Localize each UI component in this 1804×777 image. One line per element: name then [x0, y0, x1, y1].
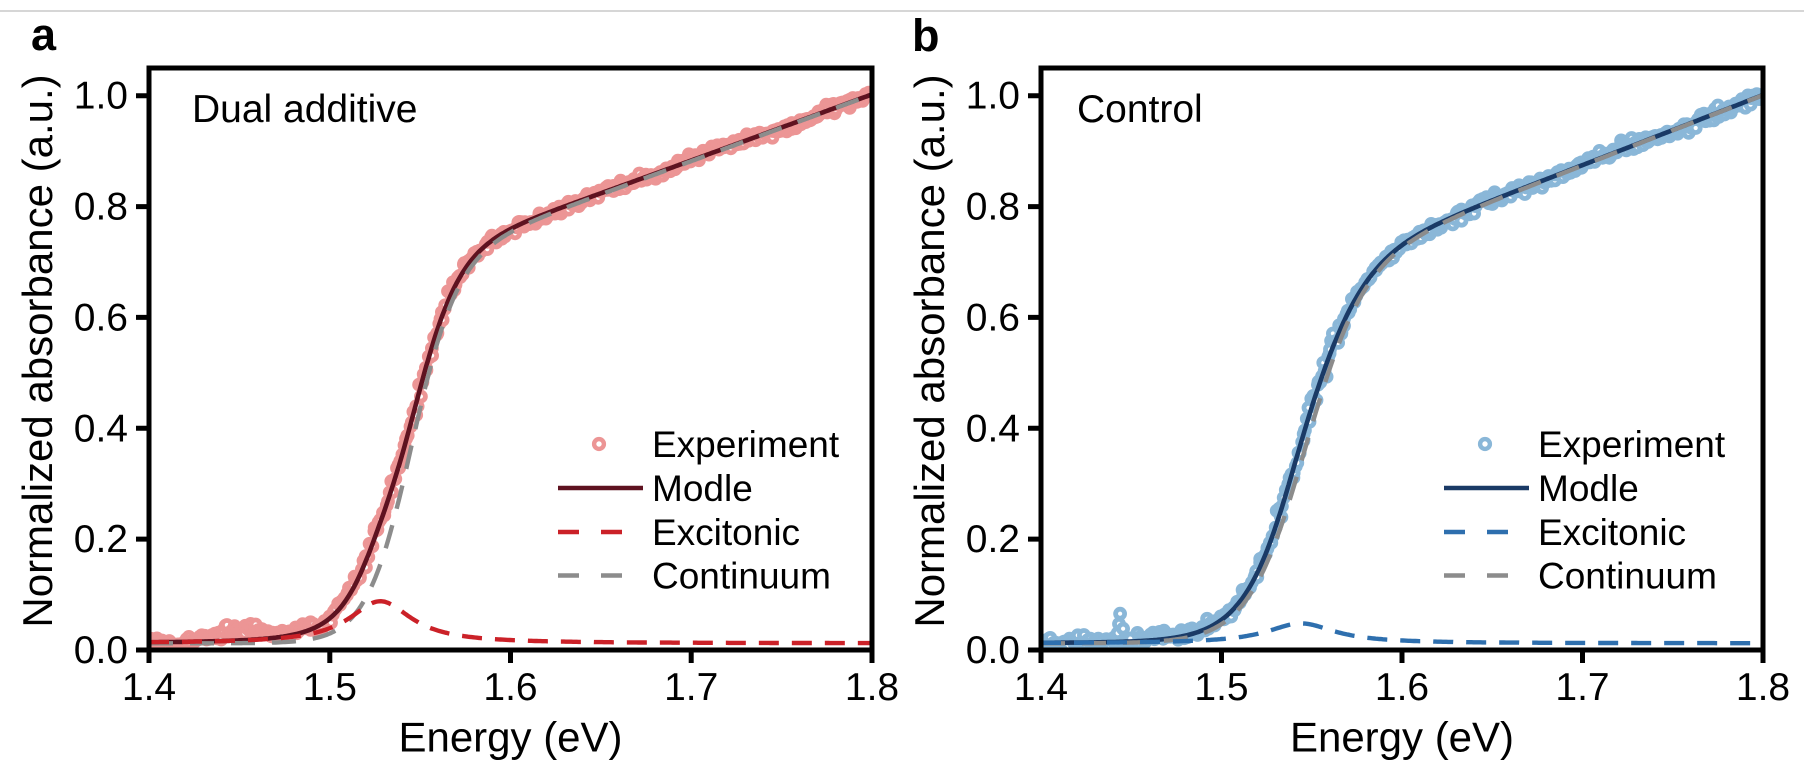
svg-text:b: b	[912, 10, 940, 61]
svg-text:1.4: 1.4	[1014, 666, 1068, 709]
svg-text:1.0: 1.0	[966, 75, 1020, 118]
svg-text:Energy (eV): Energy (eV)	[1290, 714, 1514, 761]
svg-text:0.0: 0.0	[966, 629, 1020, 672]
svg-text:Excitonic: Excitonic	[652, 512, 800, 553]
svg-text:1.5: 1.5	[1194, 666, 1248, 709]
svg-text:1.5: 1.5	[303, 666, 357, 709]
svg-text:Continuum: Continuum	[652, 556, 831, 597]
svg-text:0.4: 0.4	[74, 407, 128, 450]
svg-text:1.6: 1.6	[1375, 666, 1429, 709]
svg-text:1.7: 1.7	[664, 666, 718, 709]
svg-text:Modle: Modle	[1538, 468, 1639, 509]
svg-text:1.4: 1.4	[122, 666, 176, 709]
svg-text:Control: Control	[1077, 88, 1203, 131]
svg-text:0.2: 0.2	[966, 518, 1020, 561]
svg-text:1.8: 1.8	[1736, 666, 1790, 709]
svg-text:Energy (eV): Energy (eV)	[398, 714, 622, 761]
svg-text:Normalized absorbance (a.u.): Normalized absorbance (a.u.)	[906, 74, 953, 627]
svg-text:1.0: 1.0	[74, 75, 128, 118]
svg-text:0.4: 0.4	[966, 407, 1020, 450]
svg-text:Excitonic: Excitonic	[1538, 512, 1686, 553]
svg-text:0.8: 0.8	[966, 186, 1020, 229]
svg-text:0.6: 0.6	[966, 296, 1020, 339]
svg-text:1.8: 1.8	[845, 666, 899, 709]
svg-text:Experiment: Experiment	[1538, 424, 1726, 465]
svg-text:0.6: 0.6	[74, 296, 128, 339]
svg-text:Dual additive: Dual additive	[192, 88, 417, 131]
svg-text:Modle: Modle	[652, 468, 753, 509]
svg-text:1.7: 1.7	[1555, 666, 1609, 709]
svg-text:0.2: 0.2	[74, 518, 128, 561]
svg-text:0.8: 0.8	[74, 186, 128, 229]
svg-text:Normalized absorbance (a.u.): Normalized absorbance (a.u.)	[14, 74, 61, 627]
svg-text:1.6: 1.6	[483, 666, 537, 709]
svg-text:a: a	[31, 9, 57, 60]
svg-text:Continuum: Continuum	[1538, 556, 1717, 597]
svg-text:Experiment: Experiment	[652, 424, 840, 465]
svg-text:0.0: 0.0	[74, 629, 128, 672]
